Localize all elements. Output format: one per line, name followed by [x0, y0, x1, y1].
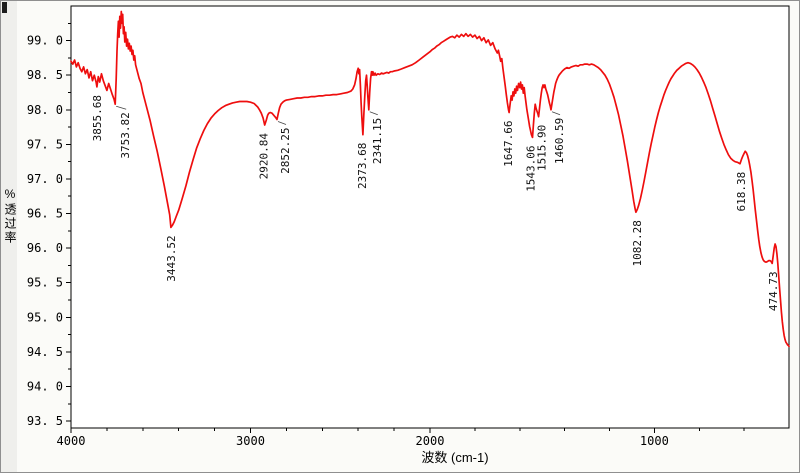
peak-leader-line: [277, 121, 287, 125]
peak-label: 3753.82: [119, 112, 132, 158]
peak-label: 1460.59: [553, 118, 566, 164]
y-tick-label: 96. 5: [27, 207, 63, 221]
left-strip: [1, 1, 17, 472]
y-tick-label: 97. 5: [27, 137, 63, 151]
y-tick-label: 94. 0: [27, 379, 63, 393]
peak-label: 2920.84: [258, 133, 271, 180]
peak-leader-line: [369, 111, 378, 116]
y-tick-label: 95. 5: [27, 276, 63, 290]
x-tick-label: 3000: [236, 434, 265, 448]
peak-label: 3855.68: [91, 95, 104, 141]
peak-label: 2373.68: [356, 143, 369, 189]
peak-label: 2852.25: [279, 127, 292, 173]
peak-label: 1647.66: [502, 121, 515, 167]
peak-label: 1543.06: [525, 145, 538, 191]
peak-label: 2341.15: [371, 118, 384, 164]
plot-area: [70, 5, 790, 429]
x-axis-title: 波数 (cm-1): [421, 450, 489, 465]
peak-label: 1515.90: [536, 125, 549, 171]
y-tick-label: 96. 0: [27, 241, 63, 255]
x-tick-label: 2000: [416, 434, 445, 448]
spectrum-line: [70, 10, 790, 348]
y-tick-label: 97. 0: [27, 172, 63, 186]
peak-label: 1082.28: [631, 220, 644, 266]
y-tick-label: 93. 5: [27, 414, 63, 428]
y-tick-label: 98. 0: [27, 103, 63, 117]
x-tick-label: 1000: [640, 434, 669, 448]
y-tick-label: 95. 0: [27, 310, 63, 324]
peak-label: 3443.52: [165, 235, 178, 281]
corner-mark: [2, 2, 7, 13]
y-tick-label: 94. 5: [27, 345, 63, 359]
peak-label: 474.73: [767, 271, 780, 311]
y-axis-title: %透过率: [3, 187, 17, 245]
peak-leader-line: [551, 111, 561, 116]
y-tick-label: 99. 0: [27, 34, 63, 48]
peak-label: 618.38: [735, 172, 748, 212]
peak-leader-line: [116, 105, 127, 110]
y-tick-label: 98. 5: [27, 68, 63, 82]
x-tick-label: 4000: [57, 434, 86, 448]
